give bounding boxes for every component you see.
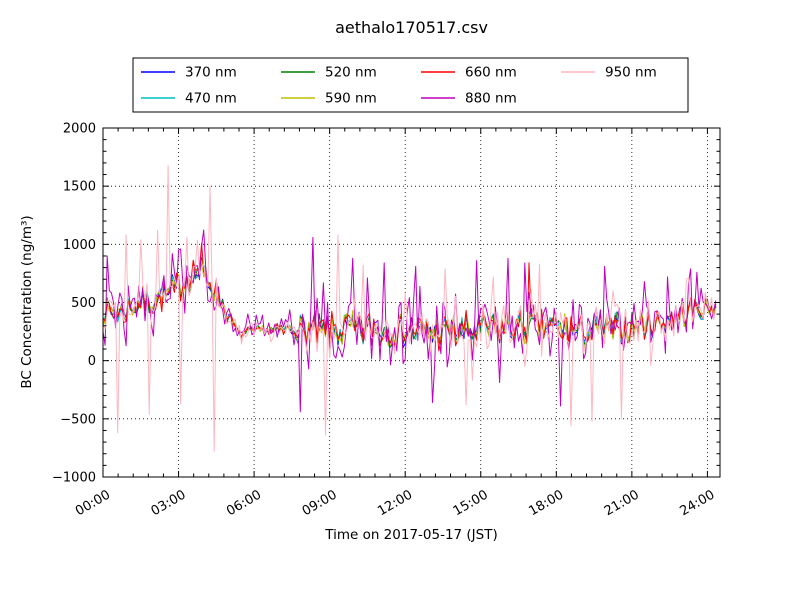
legend-label-660-nm: 660 nm xyxy=(465,65,517,81)
legend-label-470-nm: 470 nm xyxy=(185,91,237,107)
y-tick-label: 1000 xyxy=(63,238,96,253)
series-line-880-nm xyxy=(103,229,717,413)
y-tick-label: 1500 xyxy=(63,180,96,195)
y-tick-label: 2000 xyxy=(63,122,96,137)
x-tick-label: 03:00 xyxy=(149,487,189,519)
legend-label-370-nm: 370 nm xyxy=(185,65,237,81)
x-tick-label: 09:00 xyxy=(300,487,340,519)
y-tick-label: 500 xyxy=(71,296,96,311)
series-group xyxy=(103,164,717,452)
x-tick-label: 06:00 xyxy=(224,487,264,519)
y-tick-label: −500 xyxy=(60,412,96,427)
legend-label-880-nm: 880 nm xyxy=(465,91,517,107)
x-tick-label: 00:00 xyxy=(73,487,113,519)
x-tick-label: 12:00 xyxy=(375,487,415,519)
x-tick-label: 15:00 xyxy=(451,487,491,519)
y-tick-label: −1000 xyxy=(52,471,96,486)
legend-label-950-nm: 950 nm xyxy=(605,65,657,81)
x-axis-label: Time on 2017-05-17 (JST) xyxy=(325,527,498,543)
legend-label-520-nm: 520 nm xyxy=(325,65,377,81)
chart-title: aethalo170517.csv xyxy=(335,18,488,37)
x-tick-label: 24:00 xyxy=(677,487,717,519)
series-line-950-nm xyxy=(103,164,717,452)
x-tick-label: 21:00 xyxy=(602,487,642,519)
series-line-660-nm xyxy=(103,242,717,352)
legend-box xyxy=(132,57,689,113)
y-tick-label: 0 xyxy=(88,354,96,369)
x-tick-label: 18:00 xyxy=(526,487,566,519)
legend-label-590-nm: 590 nm xyxy=(325,91,377,107)
